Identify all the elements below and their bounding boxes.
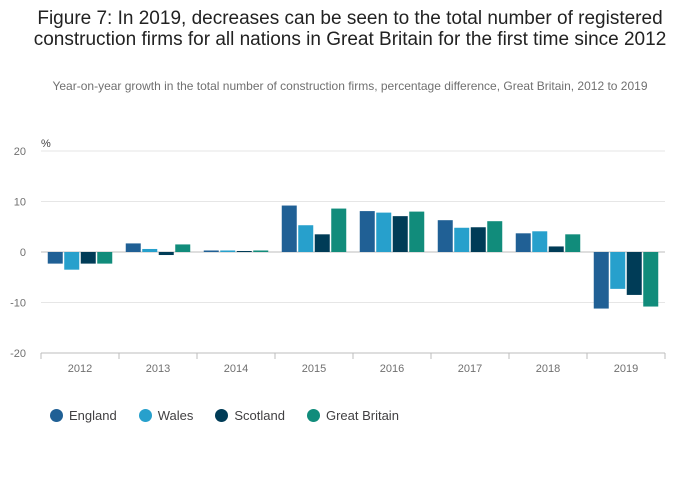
bar	[626, 252, 642, 295]
legend-item: Wales	[138, 408, 194, 423]
x-tick-label: 2016	[380, 363, 404, 375]
x-tick-label: 2018	[536, 363, 560, 375]
x-tick-label: 2017	[458, 363, 482, 375]
bar	[220, 250, 236, 252]
y-tick-label: -10	[10, 298, 26, 310]
bar	[454, 227, 470, 252]
bars	[47, 205, 659, 309]
x-tick-label: 2013	[146, 363, 170, 375]
bar	[298, 225, 314, 252]
bar	[80, 252, 96, 264]
legend: England Wales Scotland Great Britain	[50, 408, 421, 423]
legend-swatch	[50, 409, 63, 422]
bar	[409, 211, 425, 252]
x-tick-label: 2019	[614, 363, 638, 375]
x-tick-label: 2014	[224, 363, 248, 375]
bar	[158, 252, 174, 256]
bar	[392, 216, 408, 252]
bar	[47, 252, 63, 264]
bar	[125, 243, 141, 252]
legend-swatch	[138, 409, 152, 422]
bar	[281, 205, 297, 252]
bar	[532, 231, 548, 252]
legend-item: Scotland	[215, 408, 285, 423]
bar	[565, 234, 581, 252]
bar	[593, 252, 609, 309]
axes: 20 10 0 -10 -20% 2012 2013 2014 2015 2016 2017 2018…	[10, 138, 666, 375]
x-tick-label: 2015	[302, 363, 326, 375]
legend-label: Great Britain	[325, 408, 399, 423]
bar	[548, 246, 564, 252]
bar	[643, 252, 659, 307]
y-tick-label: 0	[20, 247, 26, 259]
bar	[253, 250, 269, 252]
y-axis-unit: %	[41, 138, 51, 150]
chart-title: Figure 7: In 2019, decreases can be seen…	[33, 8, 667, 50]
bar	[203, 250, 219, 252]
bar	[487, 221, 503, 252]
bar	[236, 250, 252, 252]
bar	[64, 252, 80, 270]
bar	[359, 211, 375, 252]
bar	[610, 252, 626, 289]
bar	[470, 227, 486, 252]
x-tick-label: 2012	[68, 363, 92, 375]
chart-subtitle: Year-on-year growth in the total number …	[52, 79, 648, 93]
legend-item: Great Britain	[306, 408, 399, 423]
legend-label: England	[69, 408, 117, 423]
bar	[331, 208, 347, 252]
legend-label: Scotland	[234, 408, 285, 423]
y-tick-label: 10	[14, 197, 26, 209]
bar	[515, 233, 531, 252]
chart-plot: 20 10 0 -10 -20% 2012 2013 2014 2015 2016 2017 2018…	[10, 138, 666, 375]
bar	[437, 220, 453, 252]
legend-item: England	[50, 408, 117, 423]
legend-swatch	[215, 409, 229, 422]
y-tick-label: 20	[14, 146, 26, 158]
bar	[142, 248, 158, 252]
bar	[376, 212, 392, 252]
bar	[97, 252, 113, 264]
legend-swatch	[306, 409, 320, 422]
y-tick-label: -20	[10, 348, 26, 360]
bar	[175, 244, 191, 252]
bar	[314, 234, 330, 252]
legend-label: Wales	[157, 408, 194, 423]
